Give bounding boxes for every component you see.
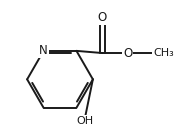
Text: O: O [98,11,107,24]
Text: N: N [39,44,48,57]
Text: O: O [123,47,132,59]
Text: OH: OH [77,116,94,126]
Text: CH₃: CH₃ [153,48,174,58]
